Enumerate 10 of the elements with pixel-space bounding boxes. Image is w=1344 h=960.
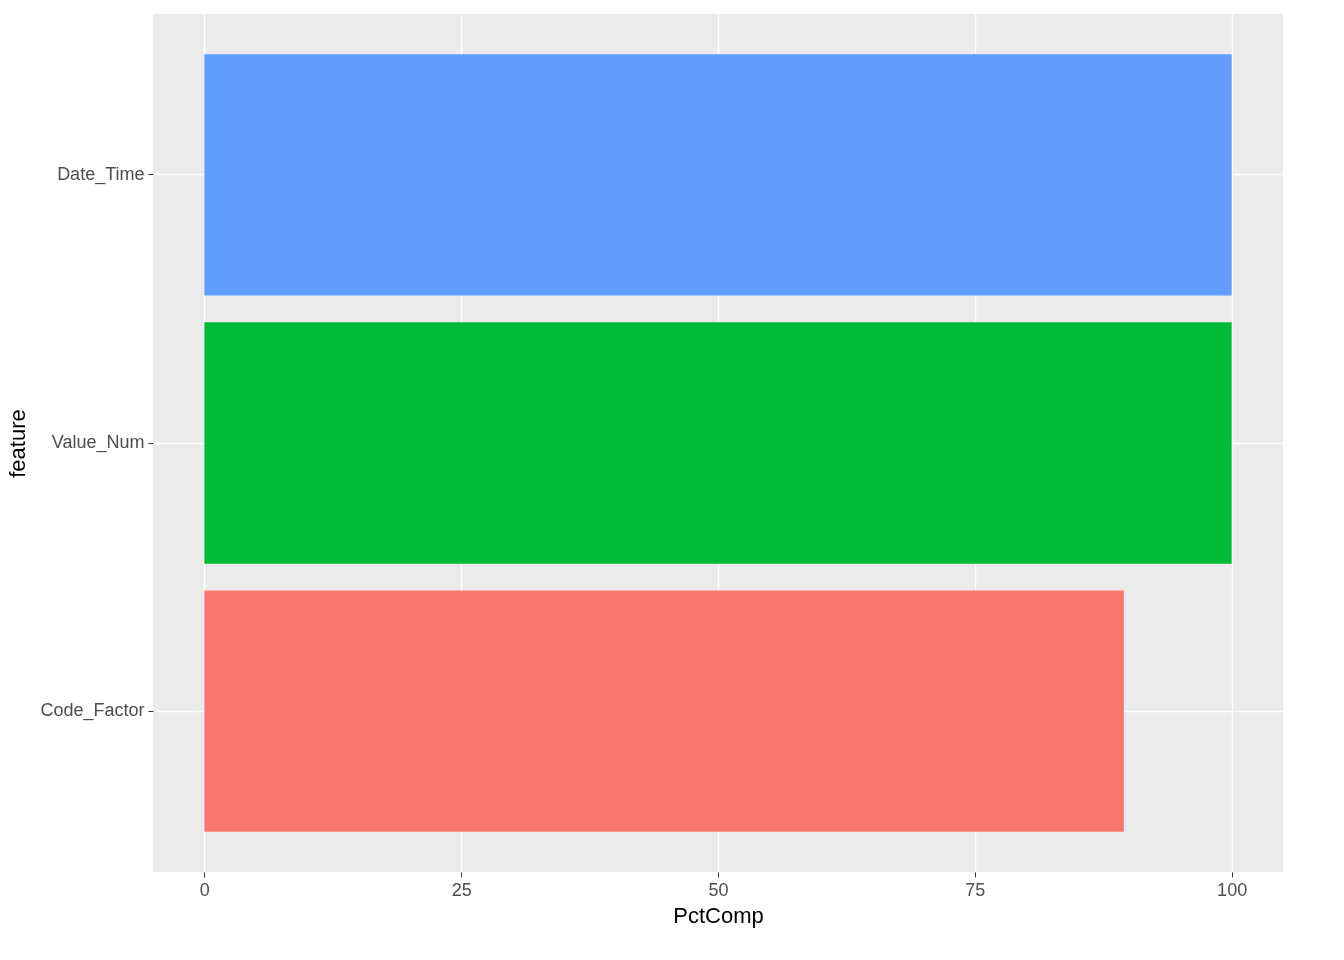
y-tick-label: Value_Num xyxy=(51,432,145,453)
x-axis-title: PctComp xyxy=(673,902,764,928)
x-tick-label: 0 xyxy=(199,879,210,900)
x-tick-label: 75 xyxy=(965,879,986,900)
y-axis-title: feature xyxy=(5,409,31,478)
y-tick-label: Date_Time xyxy=(57,163,145,185)
x-tick-label: 100 xyxy=(1217,879,1248,900)
x-tick-label: 50 xyxy=(708,879,729,900)
x-tick-label: 25 xyxy=(451,879,472,900)
y-tick-label: Code_Factor xyxy=(40,700,145,722)
